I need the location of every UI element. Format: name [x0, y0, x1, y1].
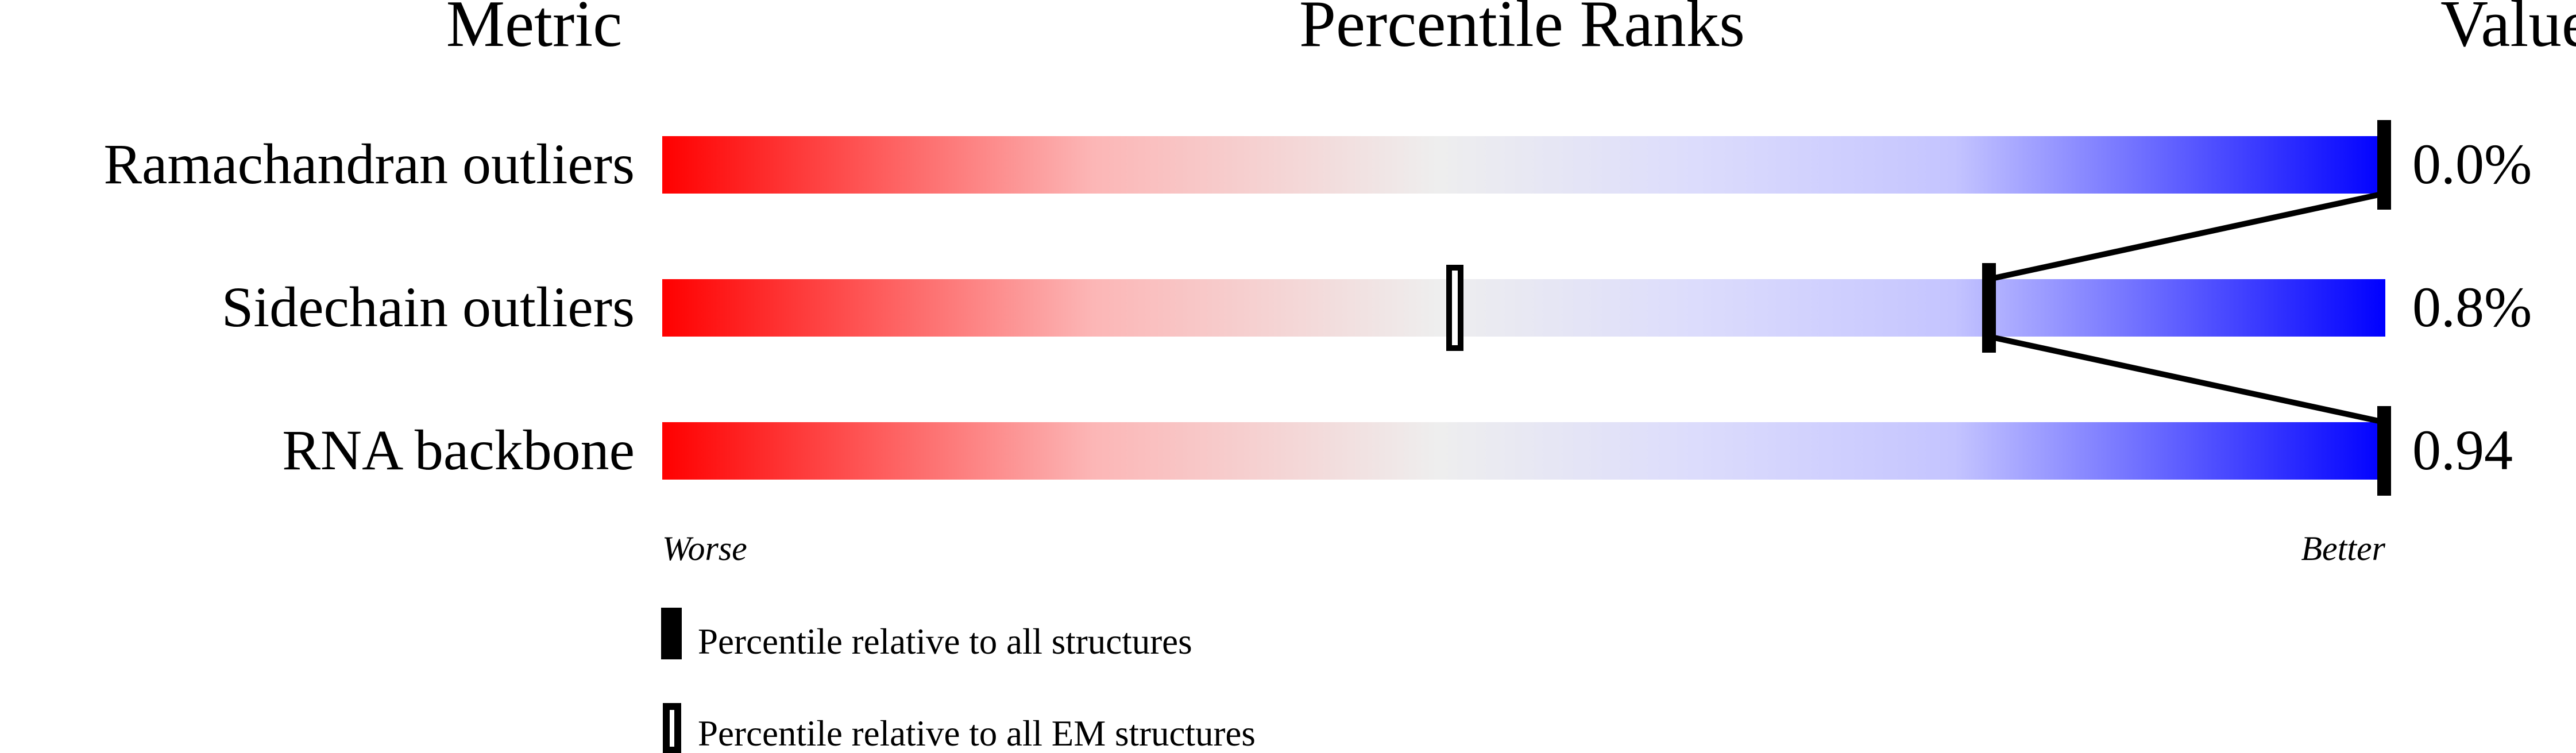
metric-value: 0.8% [2412, 275, 2532, 339]
legend-em-structures: Percentile relative to all EM structures [698, 713, 1256, 753]
legend-filled-marker [661, 608, 682, 659]
metric-label: Sidechain outliers [222, 275, 635, 339]
em-percentile-marker [1446, 265, 1463, 351]
header-metric: Metric [446, 0, 623, 60]
legend-open-marker [663, 703, 681, 753]
header-value: Value [2440, 0, 2576, 60]
connector-line [1988, 334, 2385, 425]
metric-label: RNA backbone [282, 418, 635, 482]
axis-worse-label: Worse [662, 530, 747, 567]
all-percentile-marker [1982, 263, 1996, 353]
connector-line [1988, 191, 2385, 282]
all-percentile-marker [2377, 120, 2391, 210]
legend-all-structures: Percentile relative to all structures [698, 621, 1192, 662]
axis-better-label: Better [2301, 530, 2385, 567]
metric-label: Ramachandran outliers [103, 132, 635, 196]
percentile-bar [662, 136, 2385, 194]
header-percentile-ranks: Percentile Ranks [1299, 0, 1745, 60]
percentile-bar [662, 279, 2385, 337]
all-percentile-marker [2377, 406, 2391, 496]
metric-value: 0.94 [2412, 418, 2513, 482]
metric-value: 0.0% [2412, 132, 2532, 196]
percentile-bar [662, 422, 2385, 480]
